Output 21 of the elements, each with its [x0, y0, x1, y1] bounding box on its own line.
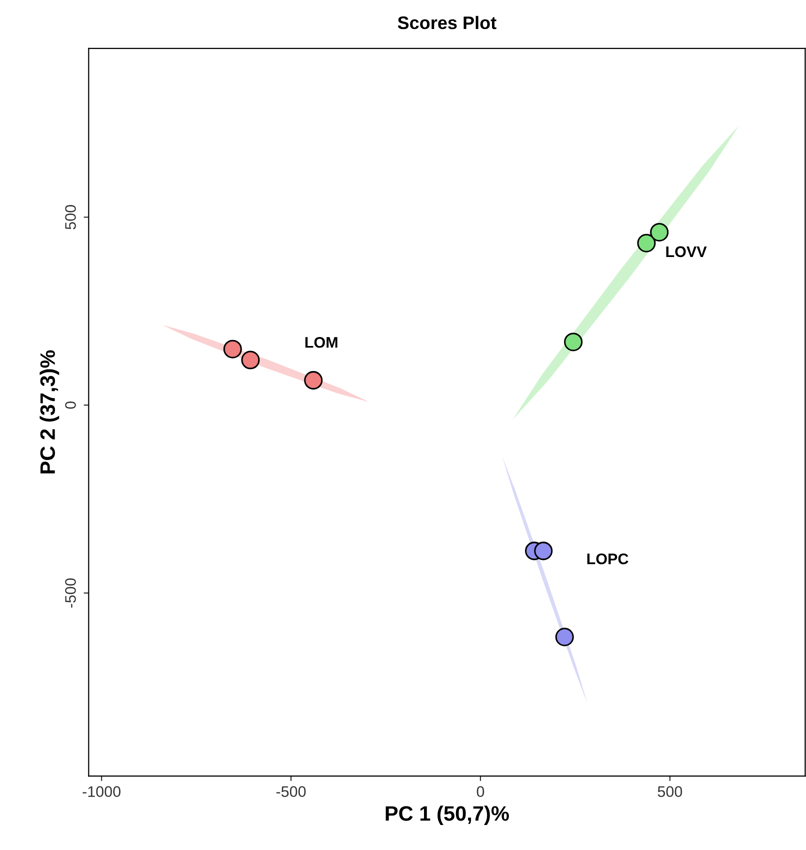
- y-axis-title: PC 2 (37,3)%: [40, 350, 60, 474]
- point: [650, 222, 669, 242]
- series-label: LOM: [305, 336, 338, 348]
- point: [637, 234, 656, 252]
- text: LOPC: [587, 553, 628, 564]
- chart-title: Scores Plot: [398, 16, 496, 30]
- point: [304, 371, 323, 390]
- point: [534, 542, 553, 560]
- y-tick-label: 500: [65, 205, 76, 230]
- x-tick-label: 500: [658, 786, 682, 797]
- x-tick-label: -1000: [82, 786, 120, 797]
- point: [223, 340, 242, 358]
- x-axis-title: PC 1 (50,7)%: [386, 806, 509, 825]
- series-label: LOVV: [666, 246, 707, 258]
- x-tick-label: -500: [276, 786, 306, 797]
- point: [555, 628, 574, 646]
- x-tick-label: 0: [476, 786, 484, 797]
- point: [241, 350, 260, 370]
- y-tick-label: 0: [65, 401, 76, 409]
- y-tick-label: -500: [65, 578, 76, 608]
- point: [564, 332, 583, 352]
